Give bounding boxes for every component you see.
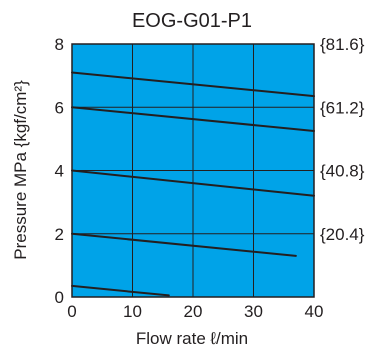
y-tick-label: 6 (55, 98, 64, 117)
y2-tick-label: {20.4} (320, 225, 365, 244)
y2-tick-label: {61.2} (320, 98, 365, 117)
y2-axis-ticks: {20.4} {40.8} {61.2} {81.6} (320, 35, 365, 244)
series-line-2 (71, 232, 297, 257)
x-tick-label: 20 (184, 302, 203, 321)
series-line-3 (71, 169, 315, 197)
y-axis-label: Pressure MPa {kgf/cm²} (11, 80, 30, 260)
x-tick-label: 30 (244, 302, 263, 321)
x-tick-label: 0 (67, 302, 76, 321)
x-axis-label: Flow rate ℓ/min (136, 329, 248, 348)
series-line-1 (71, 284, 170, 297)
y-axis-ticks: 0 2 4 6 8 (55, 35, 64, 307)
series-line-4 (71, 106, 315, 132)
y2-tick-label: {81.6} (320, 35, 365, 54)
y-tick-label: 2 (55, 225, 64, 244)
grid (72, 44, 314, 297)
chart-title: EOG-G01-P1 (132, 10, 252, 32)
y2-tick-label: {40.8} (320, 162, 365, 181)
y-tick-label: 4 (55, 162, 64, 181)
x-tick-label: 40 (305, 302, 324, 321)
y-tick-label: 0 (55, 288, 64, 307)
series-lines (71, 71, 315, 297)
y-tick-label: 8 (55, 35, 64, 54)
plot-frame (71, 43, 315, 298)
x-tick-label: 10 (123, 302, 142, 321)
x-axis-ticks: 0 10 20 30 40 (67, 302, 323, 321)
series-line-5 (71, 71, 315, 98)
